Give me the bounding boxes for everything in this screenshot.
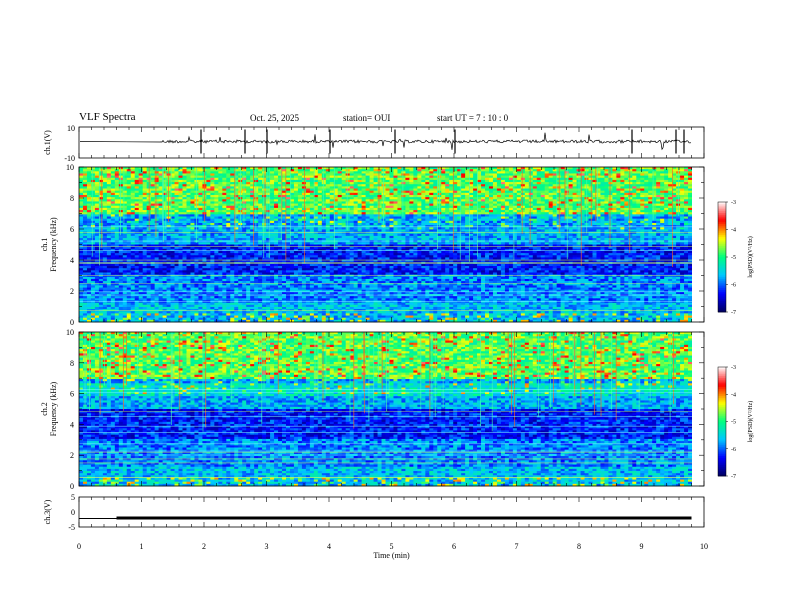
ch1-ytick-label: 10: [67, 124, 75, 133]
ch1-spectrogram-image: [79, 167, 692, 322]
ch1-ytick-label: -10: [64, 154, 75, 163]
ch1-ylabel: ch.1(V): [43, 130, 52, 155]
